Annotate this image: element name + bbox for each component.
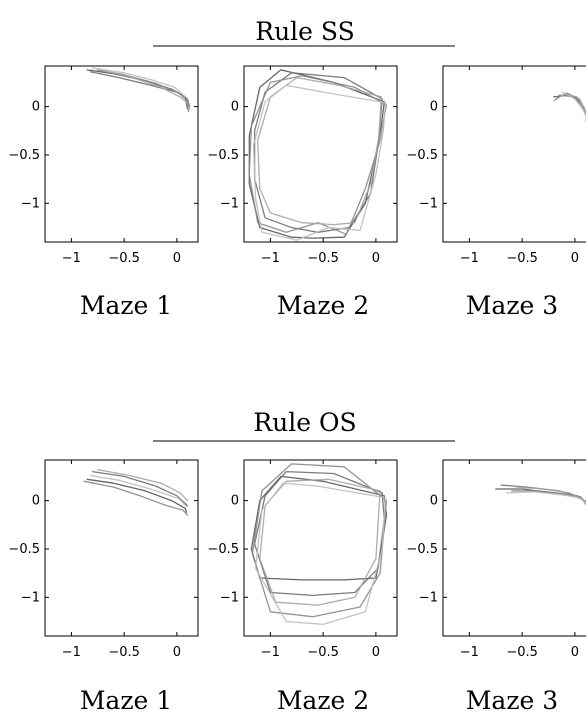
y-tick-label: −1 <box>21 590 40 605</box>
trajectory-line <box>86 478 188 513</box>
x-tick-label: −0.5 <box>307 645 339 660</box>
x-tick-label: 0 <box>372 251 380 266</box>
x-tick-label: 0 <box>173 645 181 660</box>
trajectory-line <box>91 470 189 507</box>
trajectory-line <box>251 463 388 618</box>
y-tick-label: 0 <box>430 100 438 115</box>
x-tick-label: −1 <box>62 645 81 660</box>
trajectory-line <box>553 93 586 116</box>
trajectory-line <box>248 69 385 239</box>
y-tick-label: −0.5 <box>207 542 239 557</box>
panel-os-maze-2: −1 −0.5 0 0 −0.5 −1 <box>207 459 398 660</box>
y-tick-label: 0 <box>231 100 239 115</box>
x-tick-label: −0.5 <box>307 251 339 266</box>
group-title-os: Rule OS <box>253 408 356 437</box>
y-tick-label: −0.5 <box>406 542 438 557</box>
trajectory-line <box>257 76 382 226</box>
trajectory-line <box>250 475 388 581</box>
panel-ss-maze-2: −1 −0.5 0 0 −0.5 −1 <box>207 65 398 266</box>
y-tick-label: 0 <box>231 494 239 509</box>
trajectory-line <box>83 480 189 516</box>
x-tick-label: 0 <box>173 251 181 266</box>
caption-ss-maze-2: Maze 2 <box>277 291 369 320</box>
trajectory-line <box>259 478 381 606</box>
y-tick-label: −1 <box>419 590 438 605</box>
y-tick-label: −0.5 <box>8 542 40 557</box>
axes-frame <box>44 459 199 637</box>
x-tick-label: 0 <box>571 251 579 266</box>
caption-os-maze-2: Maze 2 <box>277 686 369 715</box>
trajectory-line <box>500 484 586 504</box>
axes-frame <box>243 65 398 243</box>
trajectory-line <box>248 75 388 235</box>
y-tick-label: −0.5 <box>207 148 239 163</box>
x-tick-label: −0.5 <box>506 645 538 660</box>
x-tick-label: −0.5 <box>506 251 538 266</box>
panel-ss-maze-3: −1 −0.5 0 0 −0.5 −1 <box>406 65 586 266</box>
trajectory-line <box>89 474 188 508</box>
x-tick-label: 0 <box>372 645 380 660</box>
trajectory-line <box>558 94 586 117</box>
x-tick-label: −0.5 <box>108 251 140 266</box>
y-tick-label: 0 <box>430 494 438 509</box>
trajectory-line <box>253 470 385 597</box>
trajectory-line <box>97 469 189 502</box>
caption-os-maze-1: Maze 1 <box>80 686 172 715</box>
axes-frame <box>44 65 199 243</box>
y-tick-label: 0 <box>32 100 40 115</box>
y-tick-label: −1 <box>419 196 438 211</box>
axes-frame <box>442 459 586 637</box>
trajectory-line <box>505 491 586 504</box>
x-tick-label: −1 <box>261 251 280 266</box>
y-tick-label: 0 <box>32 494 40 509</box>
trajectory-line <box>253 72 383 233</box>
panel-os-maze-1: −1 −0.5 0 0 −0.5 −1 <box>8 459 199 660</box>
trajectory-line <box>254 482 387 626</box>
group-title-ss: Rule SS <box>255 17 354 46</box>
trajectory-line <box>561 91 586 122</box>
y-tick-label: −0.5 <box>406 148 438 163</box>
x-tick-label: 0 <box>571 645 579 660</box>
axes-frame <box>442 65 586 243</box>
trajectory-line <box>102 70 191 111</box>
x-tick-label: −1 <box>460 251 479 266</box>
panel-ss-maze-1: −1 −0.5 0 0 −0.5 −1 <box>8 65 199 266</box>
panel-os-maze-3: −1 −0.5 0 0 −0.5 −1 <box>406 459 586 660</box>
trajectory-line <box>252 84 387 241</box>
x-tick-label: −1 <box>261 645 280 660</box>
y-tick-label: −1 <box>220 196 239 211</box>
caption-os-maze-3: Maze 3 <box>466 686 558 715</box>
trajectory-line <box>91 67 186 98</box>
caption-ss-maze-1: Maze 1 <box>80 291 172 320</box>
y-tick-label: −0.5 <box>8 148 40 163</box>
x-tick-label: −0.5 <box>108 645 140 660</box>
x-tick-label: −1 <box>62 251 81 266</box>
y-tick-label: −1 <box>21 196 40 211</box>
x-tick-label: −1 <box>460 645 479 660</box>
axes-frame <box>243 459 398 637</box>
y-tick-label: −1 <box>220 590 239 605</box>
caption-ss-maze-3: Maze 3 <box>466 291 558 320</box>
